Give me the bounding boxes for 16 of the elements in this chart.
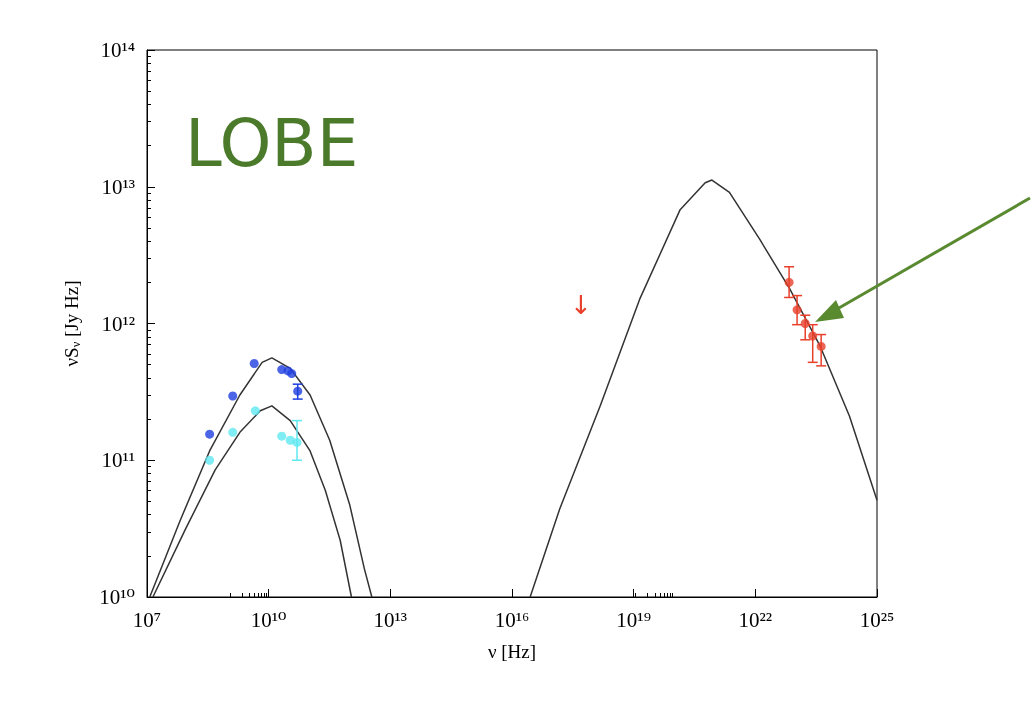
x-tick-label: 10¹⁰ (250, 607, 287, 632)
y-axis-title: νSν [Jy Hz] (60, 280, 83, 367)
x-tick-label: 10²⁵ (859, 607, 895, 632)
x-tick-label: 10¹⁹ (616, 607, 651, 632)
y-tick-label: 10¹⁴ (100, 38, 135, 62)
x-tick-label: 10⁷ (132, 607, 162, 632)
y-tick-label: 10¹³ (101, 174, 135, 199)
annotation: ↓ (570, 290, 592, 320)
y-tick-label: 10¹² (101, 311, 135, 336)
y-tick-label: 10¹¹ (101, 448, 135, 473)
annotation: LOBE (185, 104, 359, 182)
x-tick-label: 10²² (738, 607, 773, 632)
x-tick-label: 10¹³ (373, 607, 408, 632)
x-tick-label: 10¹⁶ (494, 607, 530, 632)
x-axis-title: ν [Hz] (487, 641, 537, 662)
y-tick-label: 10¹⁰ (99, 585, 135, 609)
